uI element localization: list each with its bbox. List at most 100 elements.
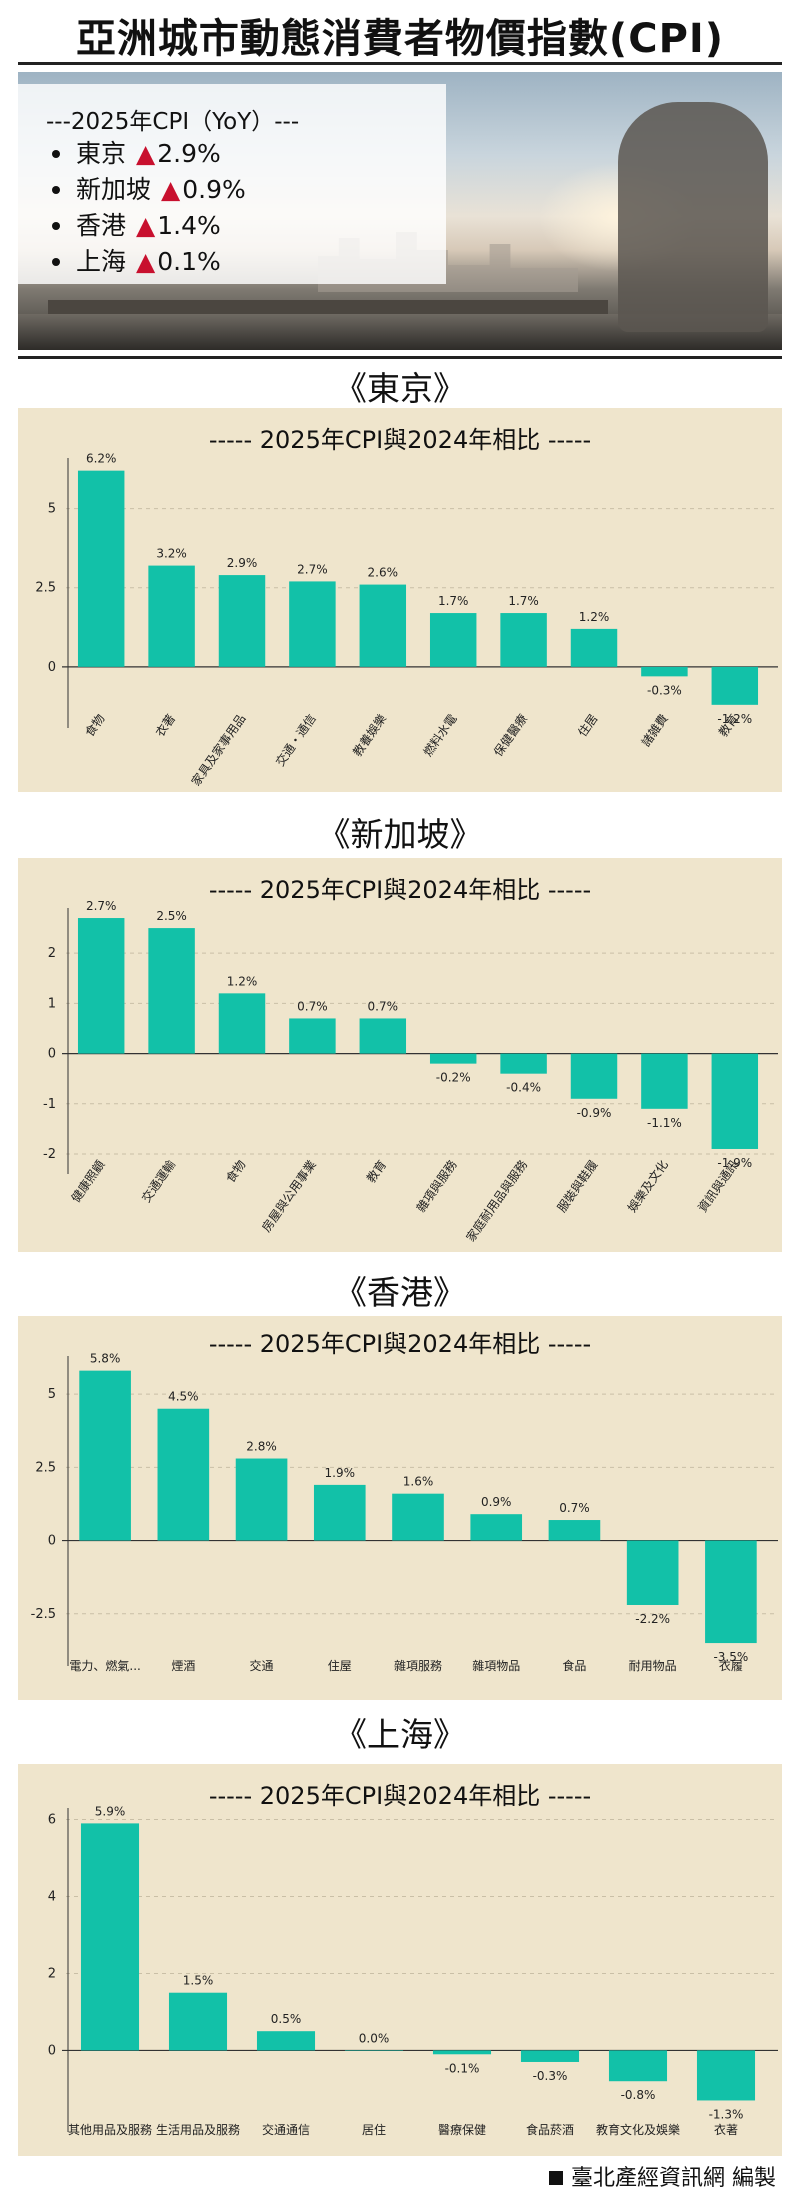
data-label: -0.1% bbox=[445, 2061, 480, 2075]
y-tick-label: 2 bbox=[48, 946, 56, 961]
summary-heading: ---2025年CPI（YoY）--- bbox=[46, 109, 300, 135]
x-tick-label: 房屋與公用事業 bbox=[258, 1157, 318, 1234]
data-label: 1.7% bbox=[438, 594, 469, 608]
data-label: 2.9% bbox=[227, 556, 258, 570]
title-rule bbox=[18, 62, 782, 65]
y-tick-label: -1 bbox=[43, 1097, 56, 1112]
bar bbox=[148, 928, 195, 1054]
data-label: 4.5% bbox=[168, 1390, 199, 1404]
summary-item-tokyo: 東京 ▲ 2.9% bbox=[46, 136, 246, 172]
data-label: 0.9% bbox=[481, 1495, 512, 1509]
up-triangle-icon: ▲ bbox=[161, 175, 181, 204]
credit-text: 臺北產經資訊網 編製 bbox=[571, 2166, 776, 2191]
summary-list: 東京 ▲ 2.9% 新加坡 ▲ 0.9% 香港 ▲ 1.4% 上海 ▲ 0.1% bbox=[46, 136, 246, 280]
y-tick-label: 2.5 bbox=[35, 581, 56, 596]
bar bbox=[392, 1493, 444, 1541]
bar bbox=[256, 2031, 316, 2051]
data-label: -0.3% bbox=[533, 2069, 568, 2083]
chart-singapore-plot: -2 -1 0 1 2 2.7% 健康照顧 2.5% 交通運輸 1.2% 食物 0.7% 房屋與公用事業… bbox=[43, 899, 778, 1244]
summary-city: 香港 bbox=[76, 211, 127, 240]
x-tick-label: 教育 bbox=[363, 1157, 389, 1185]
y-tick-label: 4 bbox=[48, 1890, 56, 1905]
bar bbox=[218, 993, 266, 1054]
x-tick-label: 食品菸酒 bbox=[526, 2122, 574, 2137]
y-tick-label: 2.5 bbox=[35, 1460, 56, 1475]
bullet-icon bbox=[52, 258, 60, 266]
bar bbox=[500, 613, 547, 667]
bar bbox=[432, 2050, 492, 2055]
data-label: 2.6% bbox=[368, 566, 399, 580]
summary-item-singapore: 新加坡 ▲ 0.9% bbox=[46, 172, 246, 208]
bar bbox=[470, 1514, 523, 1541]
square-icon bbox=[549, 2171, 563, 2185]
hero-rule bbox=[18, 356, 782, 359]
data-label: -0.4% bbox=[506, 1081, 541, 1095]
x-tick-label: 居住 bbox=[362, 2123, 386, 2137]
bar bbox=[313, 1484, 366, 1541]
data-label: -1.9% bbox=[717, 1156, 752, 1170]
pier bbox=[48, 300, 608, 314]
data-label: 1.7% bbox=[508, 594, 539, 608]
bar bbox=[359, 584, 407, 667]
x-tick-label: 住居 bbox=[575, 712, 600, 740]
data-label: 0.7% bbox=[368, 999, 399, 1013]
chart-tokyo-plot: 0 2.5 5 6.2% 食物 3.2% 衣著 2.9% 家具及家事用品 2.7% 交通・通信 2.6… bbox=[35, 452, 778, 789]
x-tick-label: 衣著 bbox=[152, 711, 178, 739]
x-tick-label: 健康照顧 bbox=[68, 1157, 108, 1205]
chart-tokyo: ----- 2025年CPI與2024年相比 ----- 0 2.5 5 6.2% 食物… bbox=[18, 408, 782, 792]
merlion-statue bbox=[618, 102, 768, 332]
bar bbox=[157, 1408, 210, 1541]
summary-value: 0.1% bbox=[157, 247, 221, 276]
summary-value: 1.4% bbox=[157, 211, 221, 240]
bar bbox=[570, 1053, 618, 1099]
data-label: -1.1% bbox=[647, 1116, 682, 1130]
data-label: 2.7% bbox=[86, 899, 117, 913]
data-label: -0.3% bbox=[647, 683, 682, 697]
summary-city: 新加坡 bbox=[76, 175, 152, 204]
credit-line: 臺北產經資訊網 編製 bbox=[549, 2160, 776, 2192]
x-tick-label: 交通・通信 bbox=[272, 711, 319, 769]
y-tick-label: 0 bbox=[48, 1534, 56, 1549]
x-tick-label: 生活用品及服務 bbox=[156, 2123, 240, 2137]
chart-title: ----- 2025年CPI與2024年相比 ----- bbox=[208, 1782, 592, 1810]
bar bbox=[148, 565, 195, 667]
x-tick-label: 交通通信 bbox=[262, 2122, 310, 2137]
bar bbox=[359, 1018, 407, 1054]
x-tick-label: 保健醫療 bbox=[491, 712, 530, 759]
bar bbox=[520, 2050, 580, 2062]
data-label: 2.8% bbox=[246, 1440, 277, 1454]
data-label: 1.2% bbox=[227, 974, 258, 988]
bar bbox=[429, 1053, 477, 1064]
data-label: 1.9% bbox=[325, 1466, 356, 1480]
y-tick-label: 5 bbox=[48, 1387, 56, 1402]
y-tick-label: -2.5 bbox=[31, 1607, 56, 1622]
data-label: -1.2% bbox=[717, 712, 752, 726]
y-tick-label: 0 bbox=[48, 1047, 56, 1062]
bar bbox=[711, 666, 759, 705]
x-tick-label: 雜項與服務 bbox=[413, 1157, 460, 1215]
bar bbox=[168, 1992, 228, 2051]
data-label: -0.8% bbox=[621, 2088, 656, 2102]
summary-panel: ---2025年CPI（YoY）--- 東京 ▲ 2.9% 新加坡 ▲ 0.9% 香港 ▲… bbox=[18, 84, 446, 284]
bar bbox=[218, 575, 266, 667]
bar bbox=[626, 1540, 679, 1605]
chart-title: ----- 2025年CPI與2024年相比 ----- bbox=[208, 426, 592, 454]
data-label: 0.7% bbox=[559, 1501, 590, 1515]
bar bbox=[711, 1053, 759, 1149]
x-tick-label: 煙酒 bbox=[171, 1659, 195, 1673]
y-tick-label: -2 bbox=[43, 1147, 56, 1162]
y-tick-label: 1 bbox=[48, 996, 56, 1011]
summary-value: 2.9% bbox=[157, 139, 221, 168]
data-label: 2.5% bbox=[156, 909, 187, 923]
x-tick-label: 衣著 bbox=[714, 2122, 738, 2137]
data-label: -1.3% bbox=[709, 2107, 744, 2121]
bar bbox=[570, 628, 618, 667]
chart-hongkong-plot: -2.5 0 2.5 5 5.8% 電力、燃氣... 4.5% 煙酒 2.8% 交通 1.9% 住屋 1… bbox=[31, 1352, 778, 1673]
x-tick-label: 其他用品及服務 bbox=[68, 2123, 152, 2137]
y-tick-label: 0 bbox=[48, 2043, 56, 2058]
y-tick-label: 2 bbox=[48, 1966, 56, 1981]
x-tick-label: 食物 bbox=[222, 1157, 248, 1185]
y-tick-label: 0 bbox=[48, 660, 56, 675]
x-tick-label: 娛樂及文化 bbox=[624, 1157, 671, 1215]
bar bbox=[77, 918, 125, 1054]
